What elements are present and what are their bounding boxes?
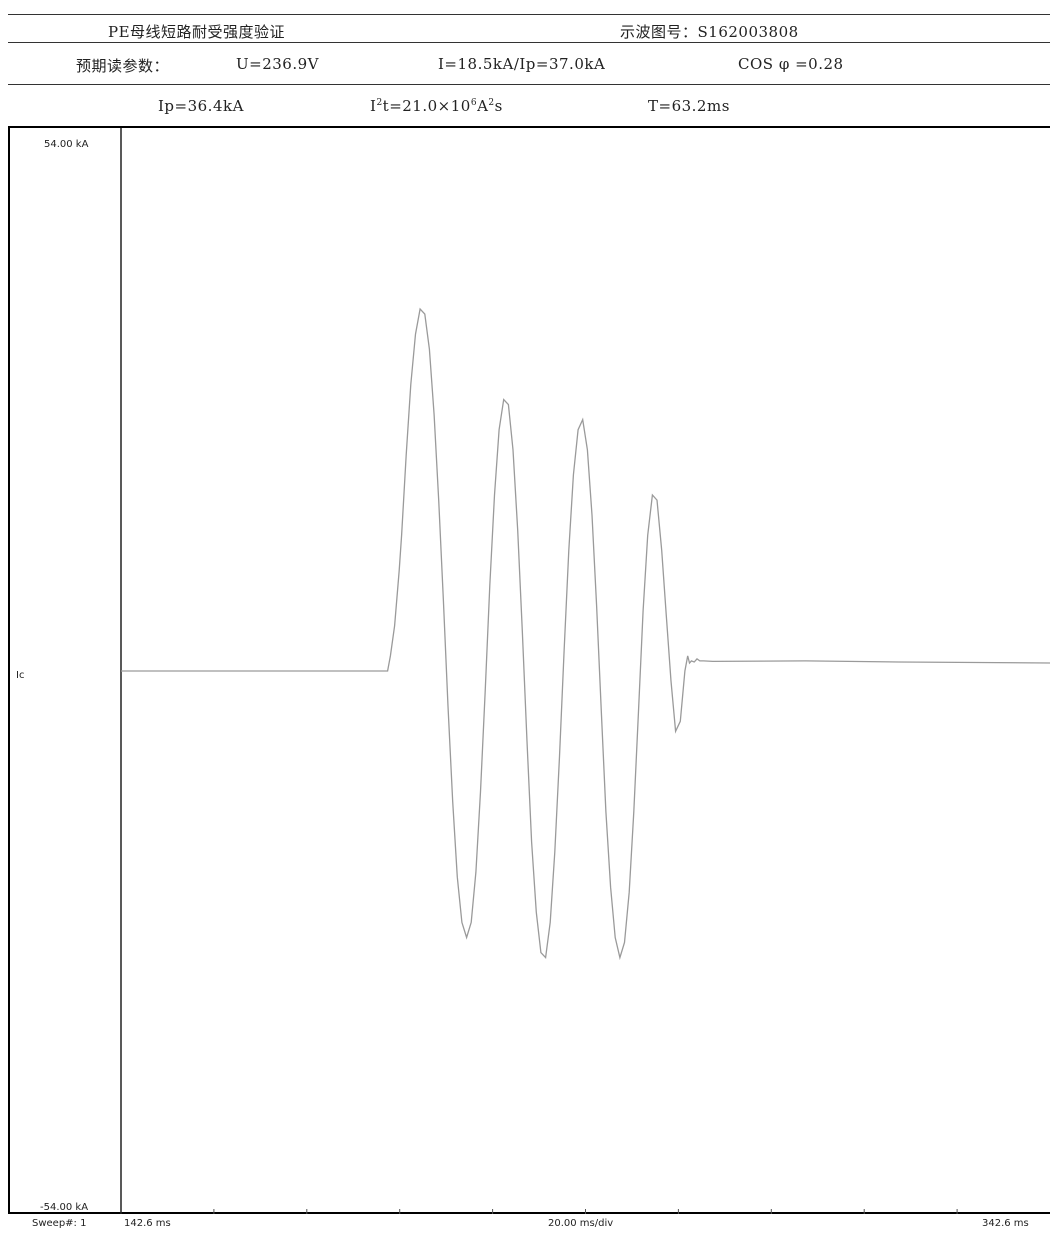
header-row-measured: Ip=36.4kA I2t=21.0×106A2s T=63.2ms [8,84,1050,126]
x-division-label: 20.00 ms/div [548,1218,614,1229]
oscillogram-plot: 54.00 kA -54.00 kA Ic [8,126,1050,1214]
oscillogram-number: 示波图号：S162003808 [620,23,799,41]
sweep-label: Sweep#: 1 [32,1218,87,1229]
header-row-prospective: 预期读参数： U=236.9V I=18.5kA/Ip=37.0kA COS φ… [8,42,1050,84]
current-value: I=18.5kA/Ip=37.0kA [438,55,606,73]
x-start-label: 142.6 ms [124,1218,171,1229]
y-max-label: 54.00 kA [44,139,89,150]
waveform-chart: 54.00 kA -54.00 kA Ic [16,128,1050,1214]
channel-label: Ic [16,670,24,681]
current-waveform-line [121,307,1050,961]
i2t-value: I2t=21.0×106A2s [370,97,503,115]
prospective-label: 预期读参数： [76,57,170,75]
header-row-title: PE母线短路耐受强度验证 示波图号：S162003808 [8,14,1050,42]
duration-value: T=63.2ms [648,97,730,115]
x-end-label: 342.6 ms [982,1218,1029,1229]
y-min-label: -54.00 kA [40,1202,88,1213]
voltage-value: U=236.9V [236,55,319,73]
power-factor-value: COS φ =0.28 [738,55,844,73]
report-title: PE母线短路耐受强度验证 [108,23,286,41]
peak-current-value: Ip=36.4kA [158,97,244,115]
